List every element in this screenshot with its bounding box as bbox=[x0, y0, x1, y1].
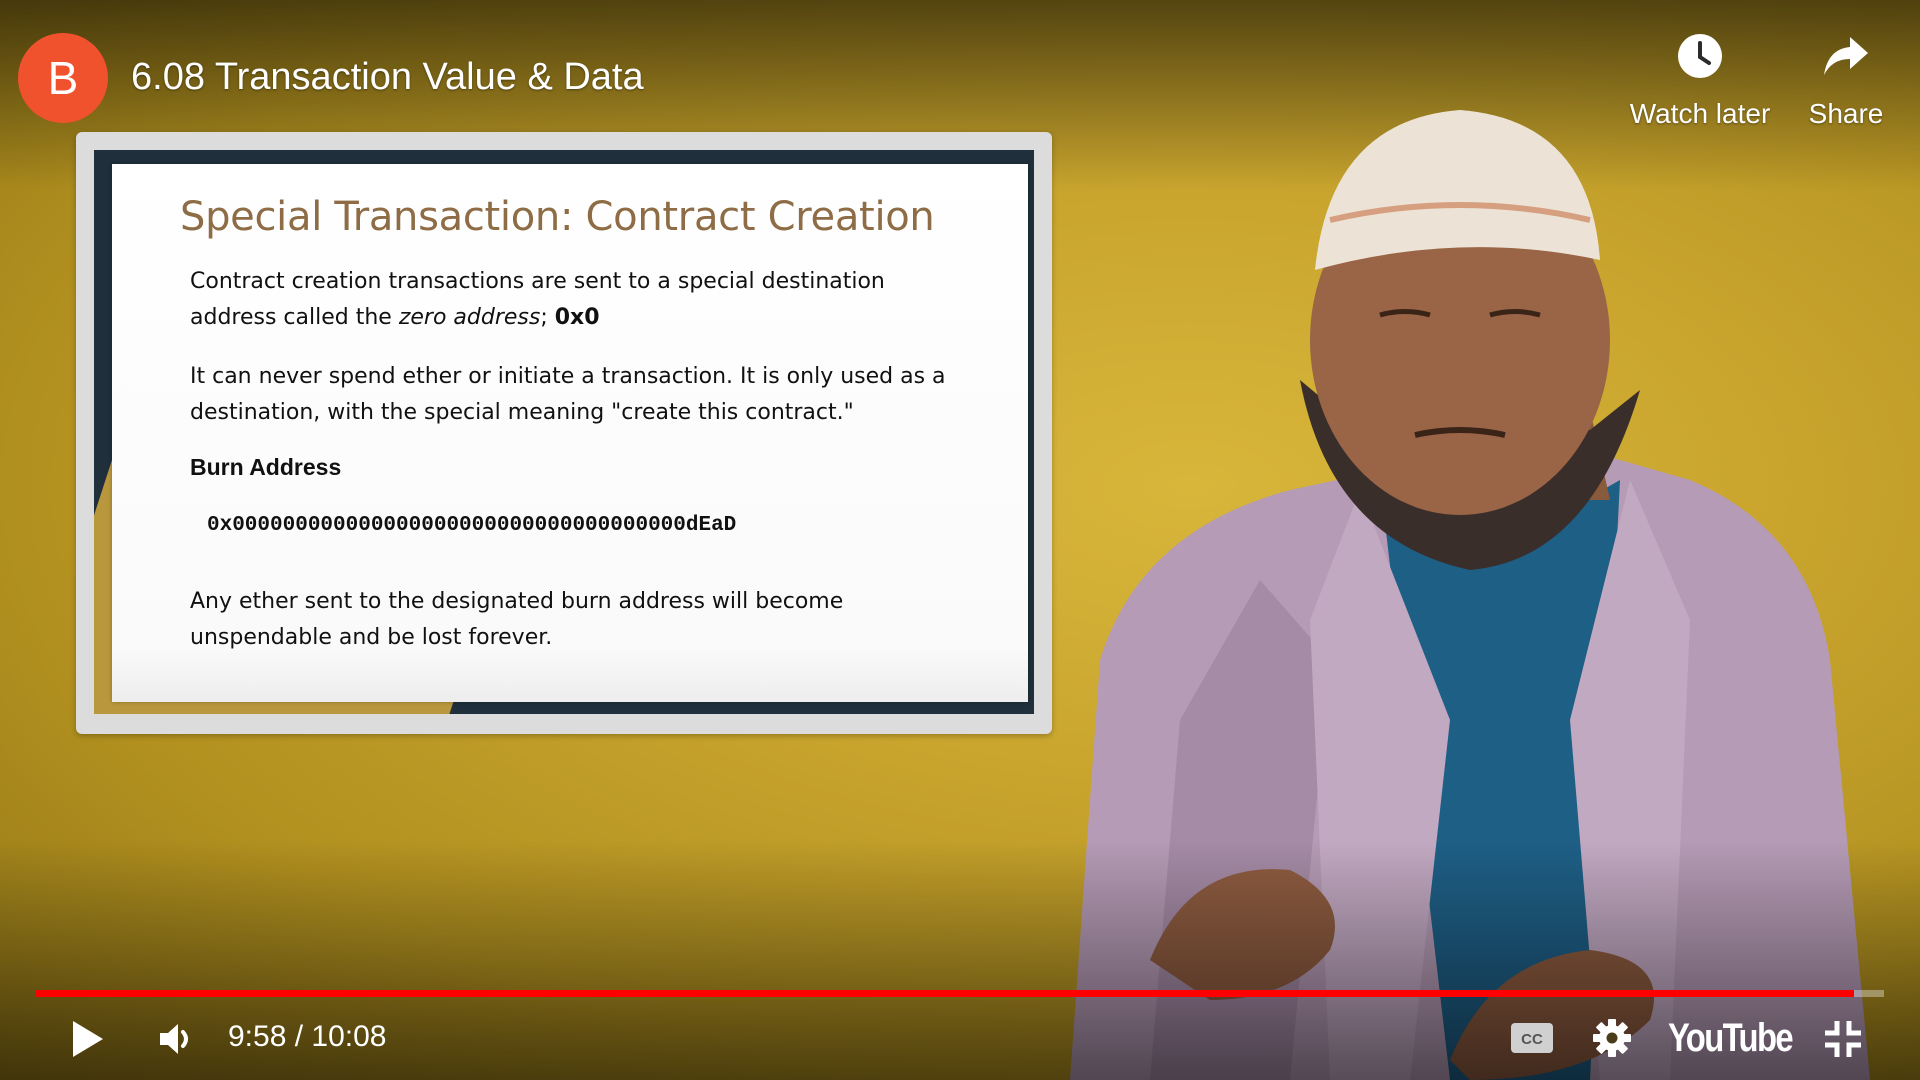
share-button[interactable]: Share bbox=[1800, 28, 1892, 130]
slide-title: Special Transaction: Contract Creation bbox=[180, 194, 935, 240]
presentation-slide: Special Transaction: Contract Creation C… bbox=[76, 132, 1052, 734]
slide-paragraph-burn: Any ether sent to the designated burn ad… bbox=[190, 589, 844, 650]
video-title[interactable]: 6.08 Transaction Value & Data bbox=[131, 56, 644, 98]
volume-button[interactable] bbox=[150, 1013, 202, 1065]
time-display: 9:58 / 10:08 bbox=[228, 1020, 387, 1053]
slide-paragraph-destination: It can never spend ether or initiate a t… bbox=[190, 364, 946, 425]
gear-icon bbox=[1593, 1019, 1631, 1057]
slide-page: Special Transaction: Contract Creation C… bbox=[112, 164, 1028, 702]
p1-bold-value: 0x0 bbox=[554, 305, 600, 330]
youtube-logo[interactable]: YouTube bbox=[1668, 1016, 1794, 1060]
burn-address-value: 0x000000000000000000000000000000000000dE… bbox=[207, 514, 737, 537]
slide-paragraph-zero-address: Contract creation transactions are sent … bbox=[190, 264, 970, 336]
exit-fullscreen-button[interactable] bbox=[1820, 1016, 1866, 1062]
progress-played bbox=[36, 990, 1855, 997]
closed-captions-icon: CC bbox=[1511, 1023, 1553, 1053]
svg-text:CC: CC bbox=[1521, 1031, 1543, 1048]
p1-emphasis: zero address bbox=[398, 305, 541, 330]
volume-icon bbox=[160, 1024, 188, 1054]
share-label: Share bbox=[1808, 98, 1884, 129]
p1-separator: ; bbox=[540, 305, 555, 330]
watch-later-button[interactable]: Watch later bbox=[1620, 28, 1780, 130]
closed-captions-button[interactable]: CC bbox=[1508, 1016, 1556, 1060]
exit-fullscreen-icon bbox=[1825, 1021, 1861, 1057]
settings-button[interactable] bbox=[1588, 1014, 1636, 1062]
watch-later-label: Watch later bbox=[1629, 98, 1771, 129]
clock-icon bbox=[1620, 28, 1780, 84]
channel-avatar[interactable]: B bbox=[18, 33, 108, 123]
burn-address-heading: Burn Address bbox=[190, 454, 342, 480]
play-button[interactable] bbox=[62, 1013, 114, 1065]
progress-bar[interactable] bbox=[36, 990, 1884, 997]
p1-text: Contract creation transactions are sent … bbox=[190, 269, 885, 330]
slide-border: Special Transaction: Contract Creation C… bbox=[94, 150, 1034, 714]
share-arrow-icon bbox=[1800, 28, 1892, 84]
play-icon bbox=[73, 1021, 103, 1057]
